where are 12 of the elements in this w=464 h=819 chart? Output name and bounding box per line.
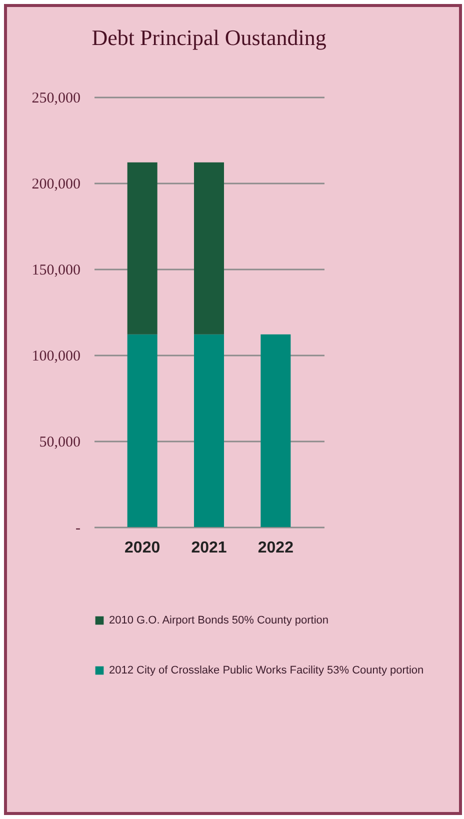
y-tick-label: 100,000	[32, 348, 80, 364]
chart-title: Debt Principal Oustanding	[92, 25, 326, 50]
x-tick-label: 2020	[124, 540, 160, 556]
x-tick-label: 2022	[258, 540, 294, 556]
legend-label: 2012 City of Crosslake Public Works Facility 53% County portion	[109, 664, 424, 676]
y-tick-label: 50,000	[39, 434, 80, 450]
y-tick-label: 150,000	[32, 262, 80, 278]
y-tick-label: 200,000	[32, 176, 80, 192]
y-tick-label: 250,000	[32, 90, 80, 106]
legend-label: 2010 G.O. Airport Bonds 50% County portion	[109, 614, 329, 626]
y-tick-label: -	[76, 520, 80, 536]
x-tick-label: 2021	[191, 540, 227, 556]
